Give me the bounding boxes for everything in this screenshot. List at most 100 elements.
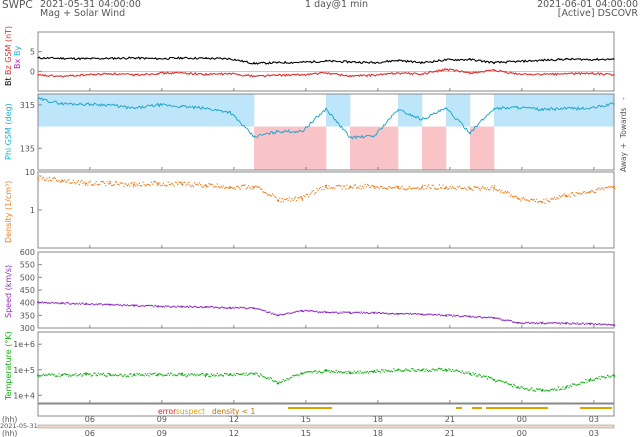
time-strip [37, 424, 615, 429]
x-tick-label-upper-2: 12 [229, 415, 239, 424]
series-bt-point [157, 58, 159, 60]
series-bz-gsm-point [325, 72, 327, 74]
phi-point [421, 118, 423, 120]
series-bz-gsm-point [37, 74, 39, 76]
speed-ylabel: Speed (km/s) [4, 265, 13, 318]
phi-band-towards [182, 94, 207, 127]
ylabel-bx: Bx [13, 59, 22, 69]
temperature-point [589, 378, 591, 381]
series-bz-gsm-point [469, 72, 471, 74]
density-point [589, 190, 591, 193]
series-bt-point [421, 62, 423, 64]
series-bt-point [349, 61, 351, 63]
legend-error: error [158, 407, 177, 416]
series-bt-point [253, 62, 255, 65]
phi-point [397, 109, 399, 111]
temperature-point [469, 372, 471, 375]
series-bt-point [613, 58, 615, 60]
speed-panel [37, 251, 615, 329]
speed-point [373, 311, 375, 314]
temperature-point [517, 386, 519, 389]
temperature-point [229, 373, 231, 376]
series-bz-gsm-point [541, 73, 543, 76]
series-bt-point [517, 60, 519, 63]
x-tick-label-upper-7: 03 [589, 415, 599, 424]
density-point [253, 186, 255, 189]
suspect-flag-2 [472, 407, 482, 409]
density-point [325, 186, 327, 189]
series-bz-gsm-point [493, 69, 495, 72]
temperature-point [325, 369, 327, 372]
x-tick-label-upper-3: 15 [301, 415, 311, 424]
temperature-point [301, 372, 303, 375]
temperature-point [157, 373, 159, 376]
density-point [85, 182, 87, 185]
phi-point [157, 104, 159, 106]
series-bt-point [181, 57, 183, 59]
series-bz-gsm-point [85, 74, 87, 76]
phi-point [61, 103, 63, 105]
phi-band-away [374, 126, 399, 170]
density-point [397, 186, 399, 189]
density-point [277, 199, 279, 202]
phi-band-away [278, 126, 303, 170]
phi-band-towards [206, 94, 231, 127]
phi-band-towards [230, 94, 255, 127]
phi-point [541, 109, 543, 111]
series-bz-gsm-point [349, 75, 351, 77]
phi-band-towards [566, 94, 591, 127]
temperature-point [421, 369, 423, 372]
phi-right-minus: - [619, 97, 628, 100]
x-tick-label-lower-1: 09 [157, 429, 167, 437]
time-span: 1 day@1 min [305, 0, 369, 10]
series-bt-point [325, 60, 327, 62]
series-bz-gsm-point [613, 74, 615, 76]
date-label-lower: 2021-05-31 [0, 422, 38, 430]
hh-label-upper: (hh) [2, 415, 17, 424]
phi-point [517, 106, 519, 108]
temperature-ytick-label-1: 1e+5 [13, 366, 35, 375]
speed-point [397, 312, 399, 315]
speed-point [613, 323, 615, 326]
speed-point [229, 306, 231, 309]
temperature-ytick-label-2: 1e+4 [13, 391, 35, 400]
phi-band-away [470, 126, 495, 170]
x-tick-label-lower-6: 00 [517, 429, 527, 437]
mag-ytick-label-0: 5 [30, 48, 35, 57]
density-point [541, 201, 543, 204]
speed-ytick-label-0: 600 [20, 248, 35, 257]
density-point [565, 194, 567, 197]
phi-band-away [422, 126, 447, 170]
density-ylabel: Density (1/cm³) [4, 181, 13, 243]
phi-ylabel: Phi GSM (deg) [4, 103, 13, 160]
speed-point [133, 304, 135, 307]
phi-point [277, 130, 279, 132]
phi-point [565, 107, 567, 110]
series-bt-point [445, 59, 447, 61]
series-bt-point [301, 61, 303, 63]
speed-point [565, 322, 567, 325]
x-tick-label-lower-2: 12 [229, 429, 239, 437]
speed-ytick-label-2: 500 [20, 273, 35, 282]
suspect-flag-3 [486, 407, 548, 409]
ylabel-by: By [13, 46, 22, 56]
density-point [421, 186, 423, 189]
phi-point [613, 103, 615, 105]
series-bt-point [541, 59, 543, 61]
temperature-point [109, 373, 111, 376]
temperature-point [205, 374, 207, 377]
phi-band-towards [326, 94, 351, 127]
temperature-point [373, 370, 375, 373]
density-point [445, 186, 447, 189]
series-bt-point [229, 58, 231, 60]
temperature-point [37, 374, 39, 377]
speed-ytick-label-3: 450 [20, 286, 35, 295]
series-bt-point [37, 57, 39, 59]
speed-ytick-label-1: 550 [20, 261, 35, 270]
phi-panel [37, 93, 615, 171]
density-point [61, 179, 63, 182]
series-bt-point [61, 57, 63, 59]
speed-point [205, 305, 207, 308]
temperature-point [181, 373, 183, 376]
series-bt-point [133, 57, 135, 59]
